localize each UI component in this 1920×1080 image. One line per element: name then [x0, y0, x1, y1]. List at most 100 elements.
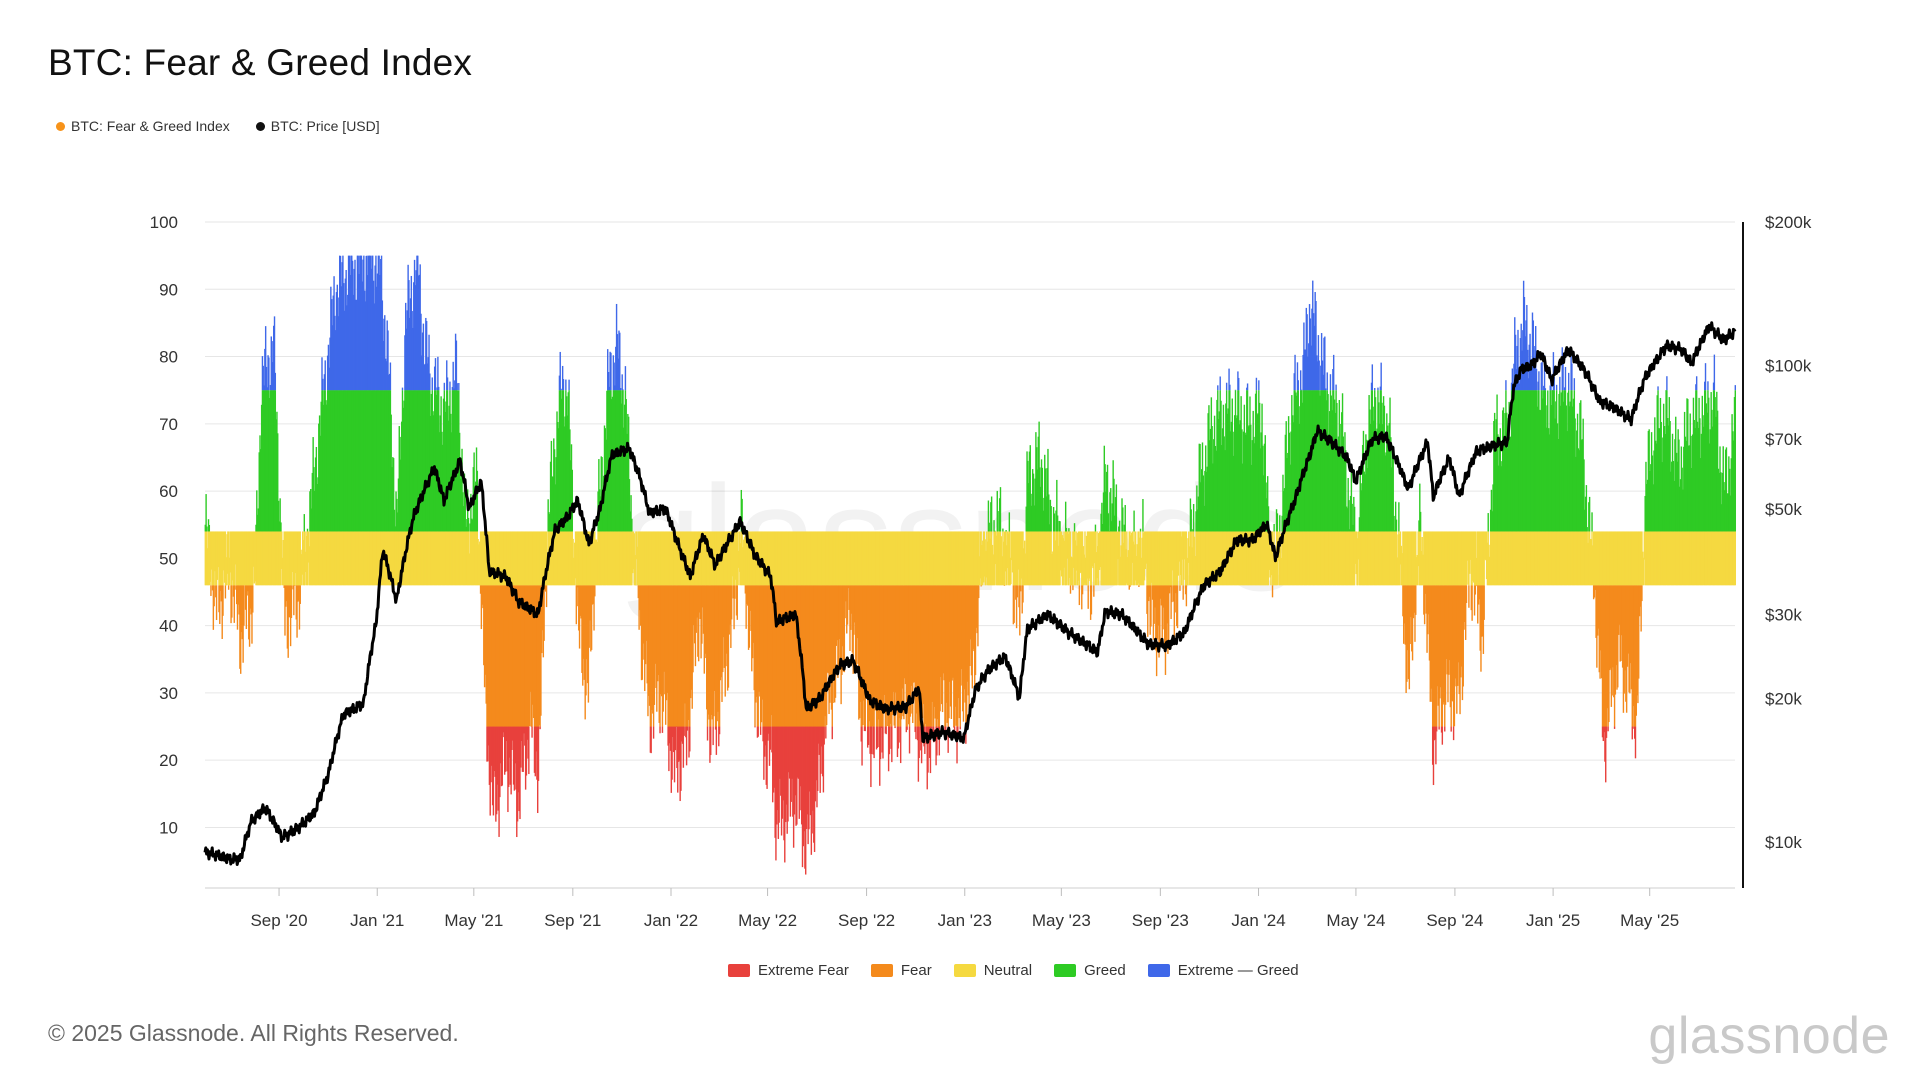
zone-legend-greed[interactable]: Greed	[1054, 962, 1126, 979]
index-bar	[333, 531, 335, 586]
index-bar	[1552, 531, 1555, 586]
index-bar	[509, 531, 512, 586]
x-tick-label: Jan '22	[644, 911, 698, 930]
index-bar	[1063, 531, 1065, 568]
index-bar	[347, 390, 350, 532]
index-bar	[1731, 414, 1733, 532]
index-bar	[770, 531, 772, 586]
index-bar	[1133, 531, 1135, 586]
index-bar	[904, 585, 907, 685]
index-bar	[652, 585, 654, 714]
index-bar	[1375, 442, 1378, 532]
index-bar	[306, 528, 309, 532]
index-bar	[1350, 531, 1353, 586]
index-bar	[1662, 403, 1665, 532]
index-bar	[662, 531, 664, 586]
index-bar	[1477, 531, 1480, 586]
index-bar	[1564, 390, 1567, 532]
index-bar	[1450, 726, 1452, 732]
index-bar	[668, 585, 670, 727]
index-bar	[1500, 466, 1502, 532]
index-bar	[400, 459, 402, 532]
index-bar	[588, 585, 590, 648]
index-bar	[1382, 531, 1385, 586]
index-bar	[1155, 585, 1157, 651]
index-bar	[1210, 531, 1213, 586]
index-bar	[1580, 531, 1583, 586]
index-bar	[809, 726, 811, 792]
legend-item-price[interactable]: BTC: Price [USD]	[255, 118, 380, 134]
zone-legend-neutral[interactable]: Neutral	[953, 962, 1032, 979]
index-bar	[1151, 585, 1154, 600]
index-bar	[220, 585, 223, 602]
index-bar	[1407, 531, 1409, 586]
index-bar	[928, 726, 930, 738]
index-bar	[1444, 531, 1446, 586]
index-bar	[1323, 390, 1325, 532]
index-bar	[704, 531, 706, 586]
index-bar	[945, 531, 947, 586]
index-bar	[879, 585, 881, 727]
index-bar	[1723, 531, 1725, 586]
index-bar	[1261, 403, 1263, 532]
index-bar	[388, 390, 390, 532]
index-bar	[1530, 358, 1533, 391]
index-bar	[1437, 585, 1440, 706]
index-bar	[1393, 515, 1395, 532]
index-bar	[929, 726, 932, 774]
index-bar	[1163, 585, 1165, 608]
index-bar	[383, 390, 385, 532]
index-bar	[787, 531, 789, 586]
index-bar	[768, 726, 771, 766]
index-bar	[1492, 484, 1494, 532]
index-bar	[1514, 531, 1517, 586]
index-bar	[1398, 531, 1400, 586]
index-bar	[838, 531, 840, 586]
index-bar	[565, 379, 567, 391]
index-bar	[1703, 531, 1705, 586]
index-bar	[890, 531, 892, 586]
index-bar	[1045, 531, 1048, 586]
index-bar	[512, 726, 514, 741]
index-bar	[1003, 531, 1006, 586]
index-bar	[1541, 531, 1543, 586]
index-bar	[417, 531, 419, 586]
index-bar	[259, 531, 261, 586]
index-bar	[501, 531, 503, 586]
index-bar	[1526, 531, 1529, 586]
index-bar	[313, 467, 315, 532]
index-bar	[1254, 531, 1257, 586]
index-bar	[1339, 531, 1341, 586]
index-bar	[777, 585, 780, 727]
index-bar	[799, 531, 801, 586]
legend-item-index[interactable]: BTC: Fear & Greed Index	[56, 118, 230, 134]
zone-legend-fear[interactable]: Fear	[870, 962, 932, 979]
index-bar	[1453, 531, 1456, 586]
zone-legend-extreme-fear[interactable]: Extreme Fear	[728, 962, 849, 979]
index-bar	[590, 531, 593, 586]
index-bar	[325, 400, 327, 532]
zone-legend-extreme-greed[interactable]: Extreme — Greed	[1147, 962, 1299, 979]
index-bar	[1438, 585, 1440, 727]
index-bar	[689, 531, 692, 586]
index-bar	[519, 531, 521, 586]
index-bar	[515, 531, 517, 586]
index-bar	[1471, 585, 1473, 621]
index-bar	[1376, 428, 1378, 532]
index-bar	[641, 531, 644, 586]
index-bar	[1408, 585, 1411, 690]
index-bar	[1299, 406, 1301, 532]
index-bar	[657, 531, 660, 586]
index-bar	[918, 726, 920, 759]
index-bar	[1581, 531, 1584, 586]
index-bar	[943, 531, 945, 586]
index-bar	[1704, 363, 1707, 391]
index-bar	[1678, 439, 1680, 532]
index-bar	[1379, 531, 1382, 586]
index-bar	[579, 531, 582, 586]
index-bar	[438, 531, 440, 586]
index-bar	[1322, 390, 1324, 532]
index-bar	[422, 390, 425, 532]
index-bar	[256, 514, 259, 532]
index-bar	[483, 531, 486, 586]
